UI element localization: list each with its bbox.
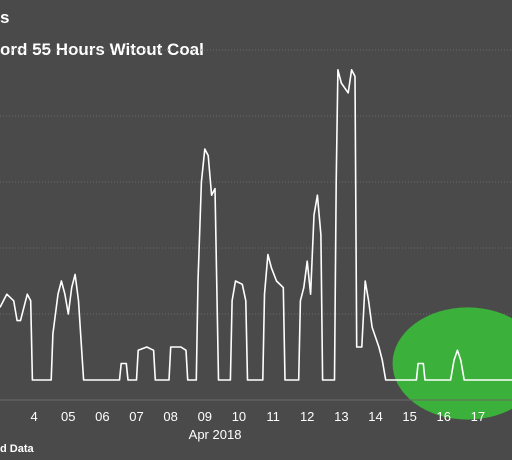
x-tick-label: 11 bbox=[266, 409, 280, 424]
x-axis-month-label: Apr 2018 bbox=[189, 427, 242, 442]
x-tick-label: 12 bbox=[300, 409, 314, 424]
chart-title: s bbox=[0, 8, 10, 27]
x-tick-label: 09 bbox=[198, 409, 212, 424]
x-tick-label: 10 bbox=[232, 409, 246, 424]
x-tick-label: 06 bbox=[95, 409, 109, 424]
x-tick-label: 16 bbox=[436, 409, 450, 424]
highlight-ellipse bbox=[392, 307, 512, 420]
x-tick-label: 08 bbox=[163, 409, 177, 424]
x-tick-label: 15 bbox=[402, 409, 416, 424]
x-tick-label: 4 bbox=[31, 409, 38, 424]
x-tick-label: 14 bbox=[368, 409, 382, 424]
series-line bbox=[0, 69, 512, 381]
chart-subtitle: ord 55 Hours Witout Coal bbox=[0, 40, 204, 59]
source-note: d Data bbox=[0, 443, 34, 455]
x-tick-label: 05 bbox=[61, 409, 75, 424]
x-tick-label: 17 bbox=[471, 409, 485, 424]
x-tick-label: 07 bbox=[129, 409, 143, 424]
x-tick-label: 13 bbox=[334, 409, 348, 424]
